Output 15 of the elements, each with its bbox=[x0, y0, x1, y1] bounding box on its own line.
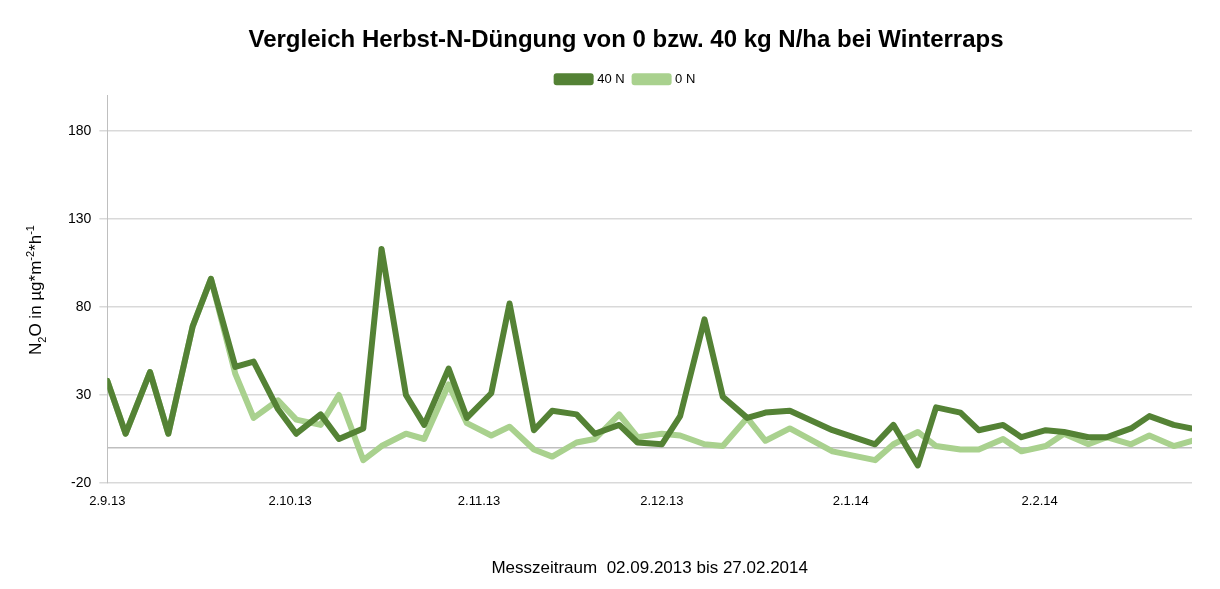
x-tick-label: 2.12.13 bbox=[640, 493, 684, 509]
chart-title: Vergleich Herbst-N-Düngung von 0 bzw. 40 kg N/ha bei Winterraps bbox=[248, 25, 1004, 53]
legend-label: 40 N bbox=[597, 70, 625, 86]
x-tick-label: 2.11.13 bbox=[457, 493, 501, 509]
y-tick-label: 130 bbox=[68, 209, 92, 226]
x-tick-label: 2.9.13 bbox=[89, 493, 126, 509]
y-tick-label: 80 bbox=[75, 297, 92, 314]
legend-label: 0 N bbox=[675, 70, 696, 86]
x-tick-label: 2.10.13 bbox=[268, 493, 312, 509]
x-axis-title: Messzeitraum 02.09.2013 bis 27.02.2014 bbox=[491, 558, 808, 578]
y-tick-label: 30 bbox=[75, 385, 92, 402]
y-tick-label: -20 bbox=[71, 473, 92, 490]
y-tick-label: 180 bbox=[68, 121, 92, 138]
x-tick-label: 2.2.14 bbox=[1021, 493, 1058, 509]
x-tick-label: 2.1.14 bbox=[832, 493, 869, 509]
